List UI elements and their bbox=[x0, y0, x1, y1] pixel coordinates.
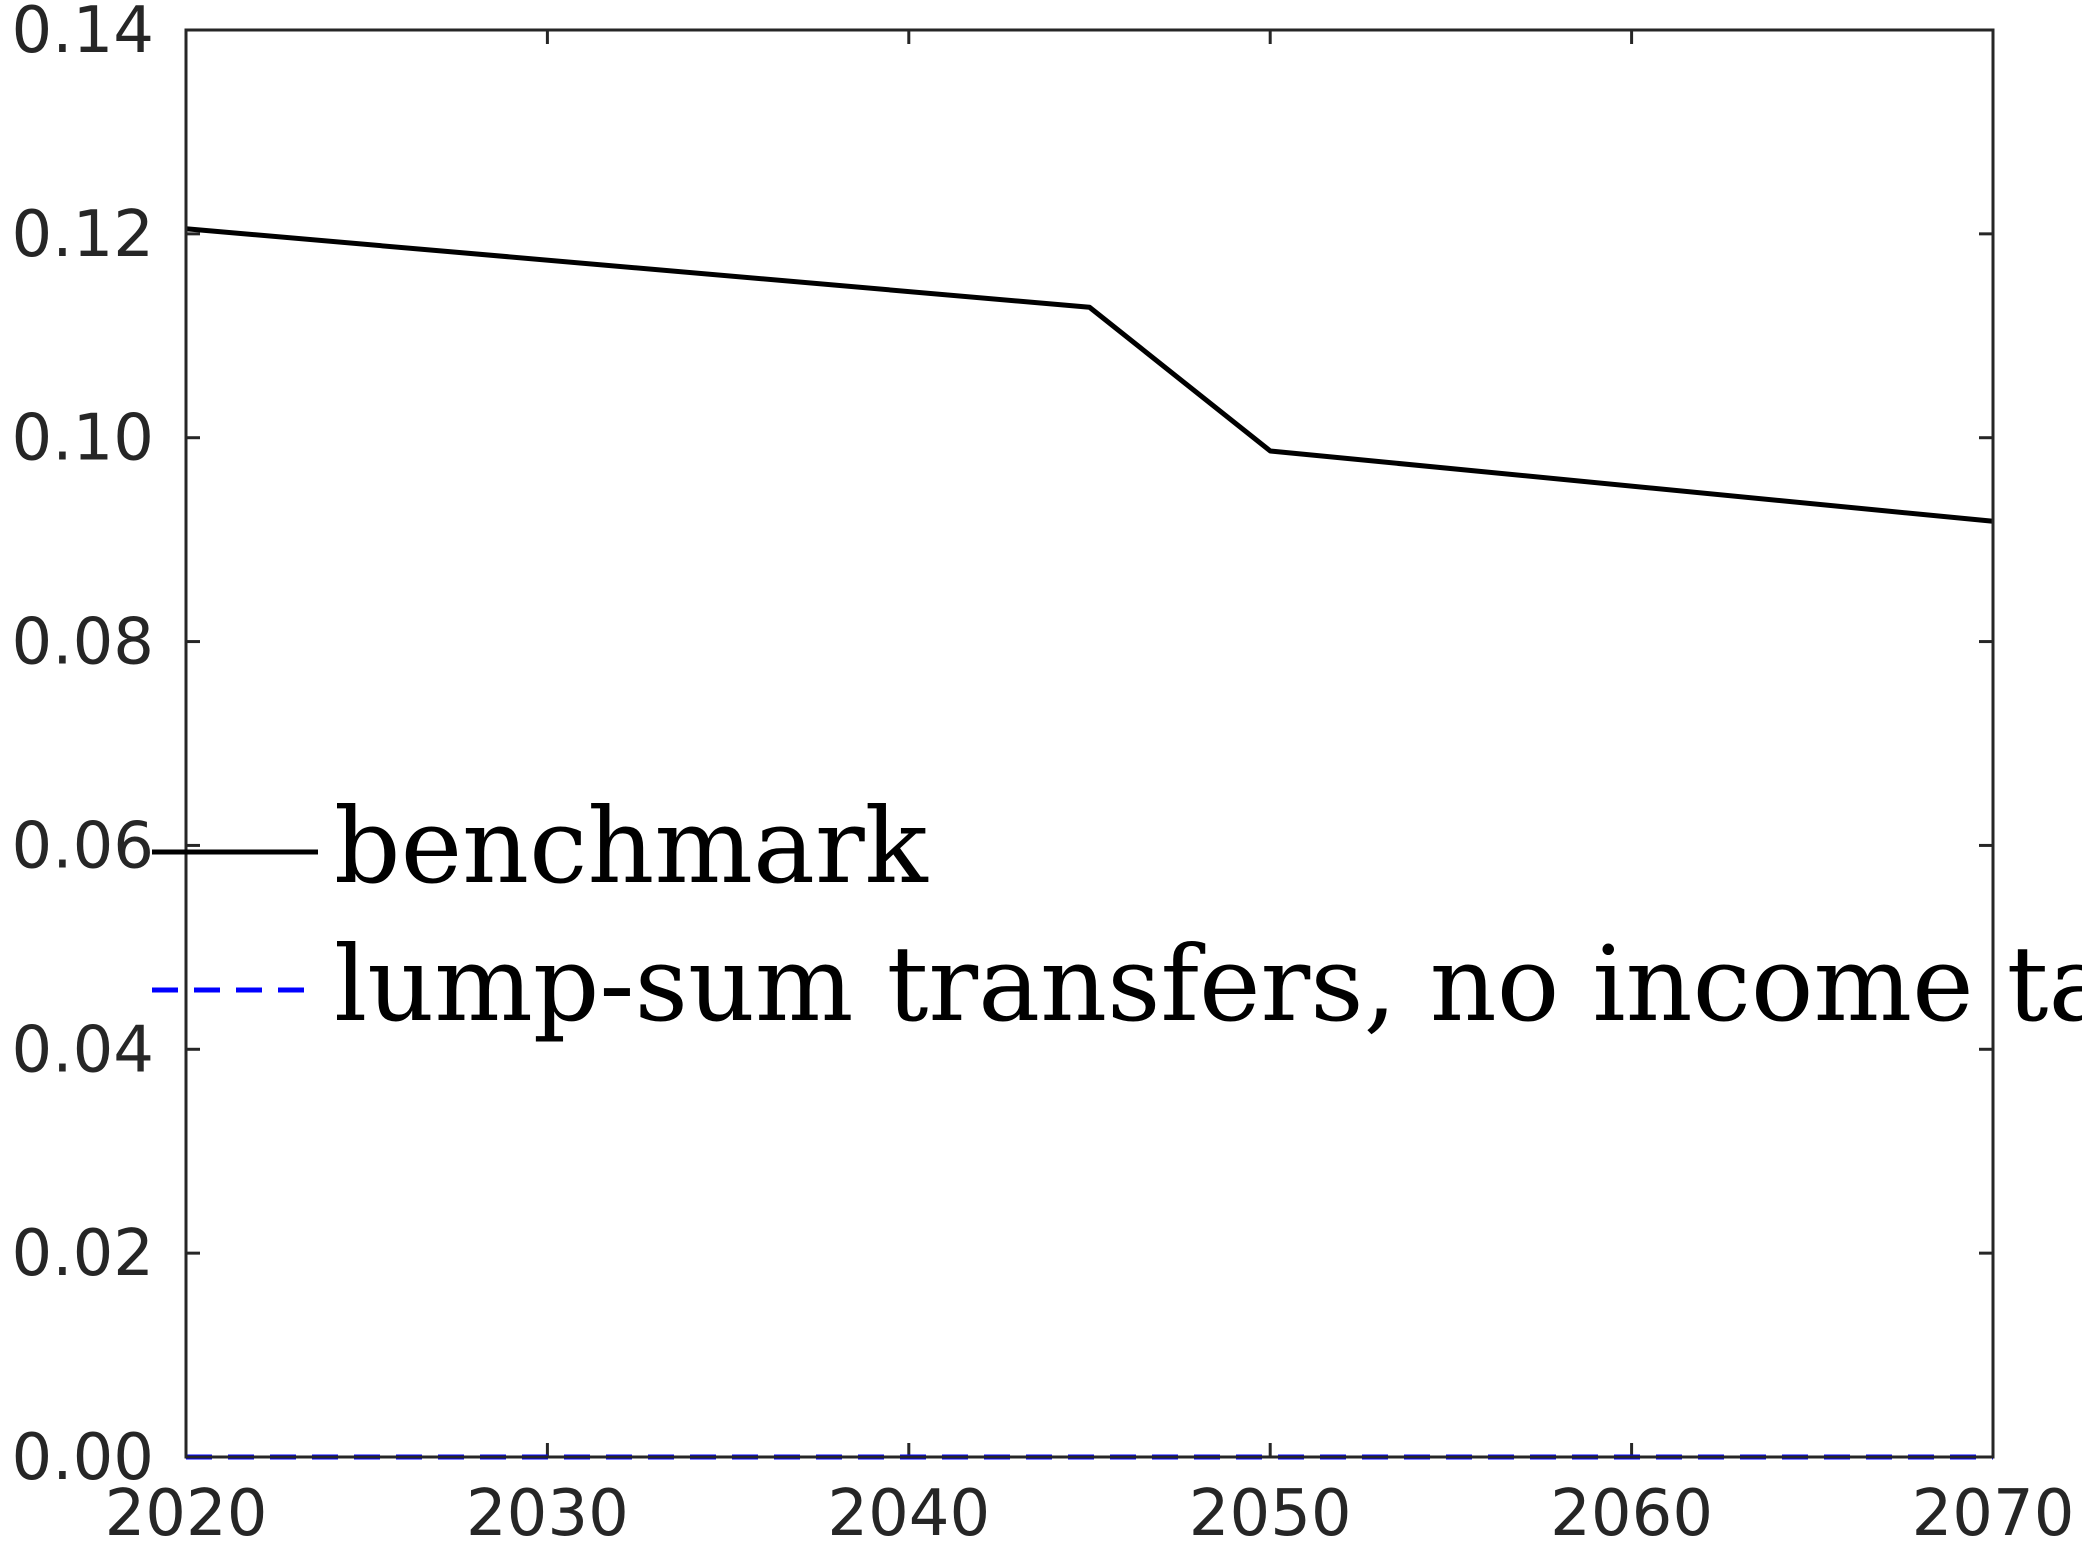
y-tick-label: 0.08 bbox=[12, 606, 155, 680]
legend: benchmark lump-sum transfers, no income … bbox=[152, 785, 2082, 1045]
y-tick-label: 0.00 bbox=[12, 1421, 155, 1495]
x-tick-label: 2050 bbox=[1189, 1477, 1352, 1551]
y-tick-label: 0.02 bbox=[12, 1217, 155, 1291]
plot-frame bbox=[184, 28, 1995, 1459]
x-tick-label: 2020 bbox=[105, 1477, 268, 1551]
x-tick-labels: 2020 2030 2040 2050 2060 2070 bbox=[105, 1477, 2075, 1551]
series-line-benchmark bbox=[185, 226, 1994, 524]
y-tick-label: 0.12 bbox=[12, 198, 155, 272]
legend-label-lump-sum: lump-sum transfers, no income tax bbox=[334, 923, 2082, 1045]
y-tick-label: 0.06 bbox=[12, 809, 155, 883]
plot-area bbox=[186, 30, 1993, 1457]
y-tick-label: 0.14 bbox=[12, 0, 155, 68]
y-tick-label: 0.10 bbox=[12, 402, 155, 476]
y-tick-labels: 0.00 0.02 0.04 0.06 0.08 0.10 0.12 0.14 bbox=[12, 0, 155, 1495]
legend-label-benchmark: benchmark bbox=[334, 785, 929, 907]
x-tick-label: 2040 bbox=[827, 1477, 990, 1551]
y-tick-label: 0.04 bbox=[12, 1013, 155, 1087]
x-tick-label: 2060 bbox=[1550, 1477, 1713, 1551]
x-tick-label: 2030 bbox=[466, 1477, 629, 1551]
x-tick-label: 2070 bbox=[1912, 1477, 2075, 1551]
